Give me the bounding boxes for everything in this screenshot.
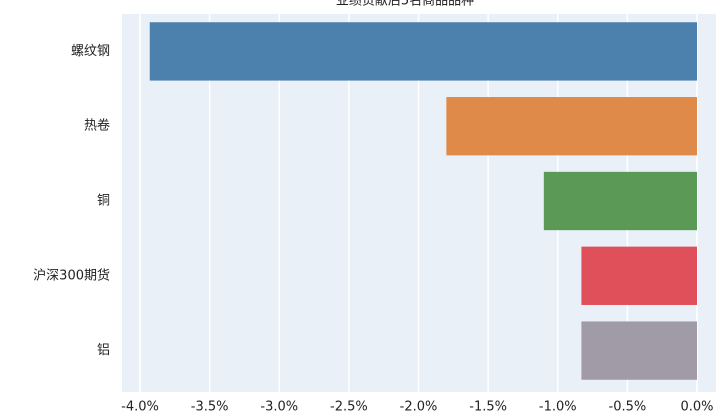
y-tick-label: 热卷	[84, 118, 110, 134]
y-tick-label: 铝	[97, 343, 110, 358]
x-tick-label: -3.5%	[191, 400, 229, 413]
x-tick-label: 0.0%	[680, 400, 713, 413]
y-tick-label: 铜	[97, 194, 110, 209]
bar	[149, 22, 697, 81]
chart-title: 业绩贡献后5名商品品种	[336, 0, 474, 9]
x-tick-label: -4.0%	[121, 400, 159, 413]
x-tick-label: -1.5%	[469, 400, 507, 413]
bar	[446, 97, 697, 156]
x-tick-label: -2.0%	[400, 400, 438, 413]
x-tick-label: -1.0%	[539, 400, 577, 413]
y-tick-label: 沪深300期货	[33, 267, 110, 283]
y-tick-label: 螺纹钢	[71, 44, 110, 59]
x-tick-label: -2.5%	[330, 400, 368, 413]
x-tick-label: -0.5%	[609, 400, 647, 413]
bar	[543, 171, 697, 231]
x-tick-label: -3.0%	[260, 400, 298, 413]
bar	[581, 321, 697, 380]
bar	[581, 246, 697, 305]
